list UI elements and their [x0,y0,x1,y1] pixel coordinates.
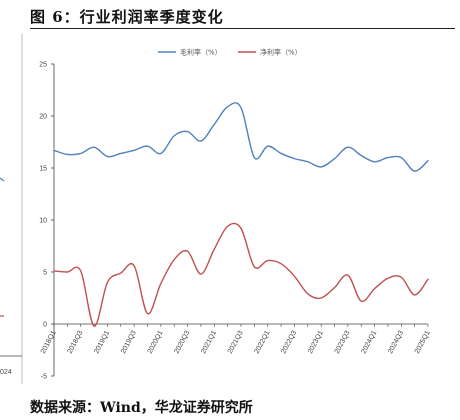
y-tick-label: 0 [43,322,47,329]
x-tick-label: 2023Q1 [307,330,325,355]
x-tick-label: 2019Q3 [120,330,138,355]
x-tick-label: 2024Q1 [360,330,378,355]
x-tick-label: 2024Q3 [387,330,405,355]
x-tick-label: 2022Q1 [254,330,272,355]
series-line-2 [53,222,429,327]
legend-label-1: 毛利率（%） [180,48,222,57]
x-tick-label: 2019Q1 [93,330,111,355]
series-line-1 [53,102,429,172]
figure-title: 图 6：行业利润率季度变化 [30,8,224,26]
x-tick-label: 2021Q1 [200,330,218,355]
x-tick-label: 2018Q3 [67,330,85,355]
x-tick-label: 2018Q1 [40,330,58,355]
x-tick-label: 2022Q3 [280,330,298,355]
y-tick-label: 15 [39,166,47,173]
left-panel-fragment-label: 024 [0,369,12,376]
y-tick-label: 10 [39,218,47,225]
y-tick-label: -5 [41,374,47,381]
source-note: 数据来源：Wind，华龙证券研究所 [30,400,253,416]
left-panel-fragment-line-a [0,177,5,182]
y-tick-label: 25 [39,62,47,69]
x-tick-label: 2025Q1 [414,330,432,355]
x-tick-label: 2023Q3 [334,330,352,355]
x-tick-label: 2021Q3 [227,330,245,355]
legend-label-2: 净利率（%） [260,48,302,57]
x-tick-label: 2020Q3 [173,330,191,355]
y-tick-label: 20 [39,114,47,121]
y-tick-label: 5 [43,270,47,277]
x-tick-label: 2020Q1 [147,330,165,355]
top-rule [30,28,455,29]
